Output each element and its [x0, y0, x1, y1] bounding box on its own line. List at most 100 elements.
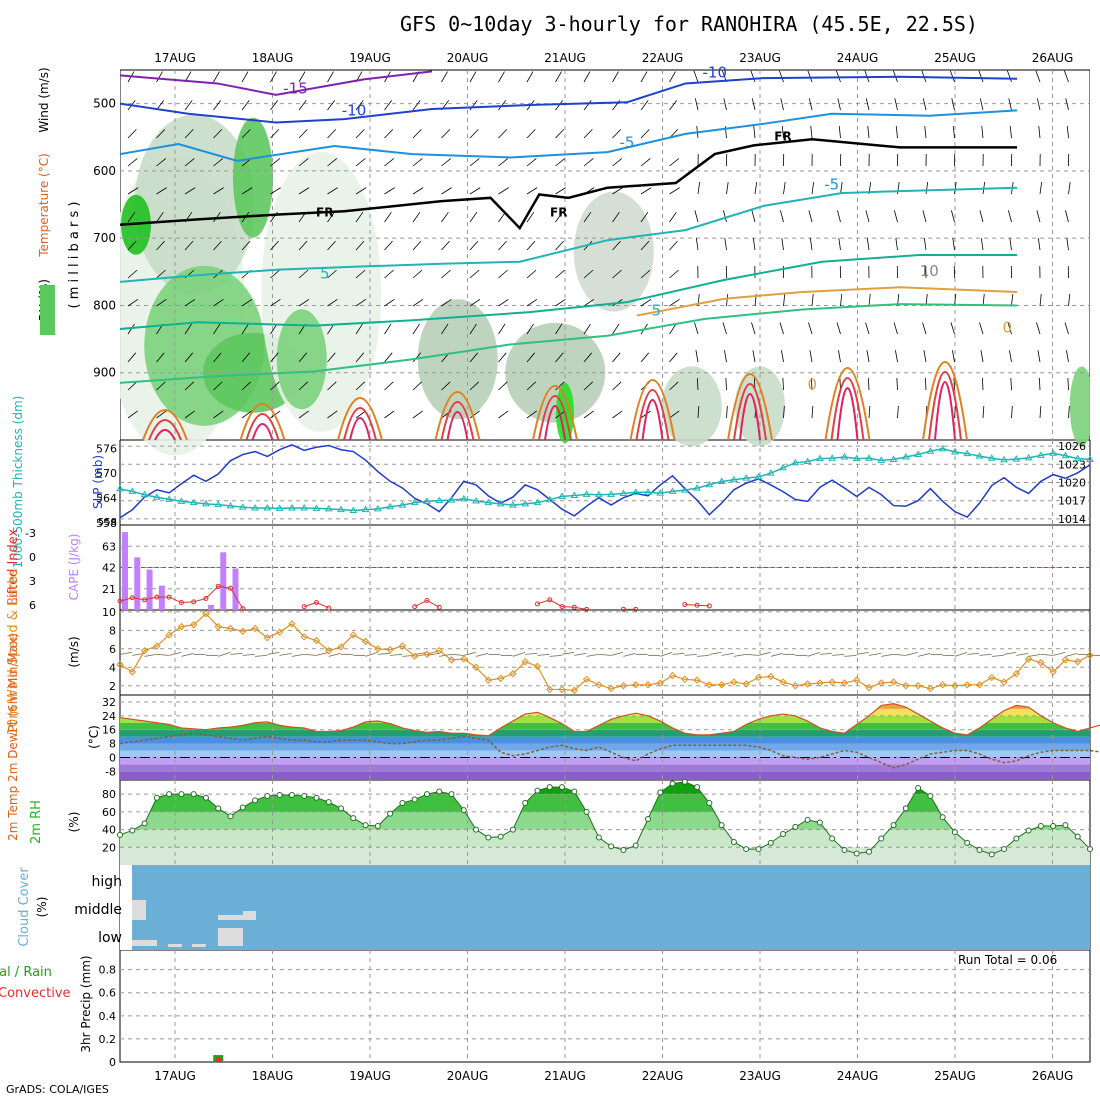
rh2m-point: [694, 784, 701, 791]
wind-barb: [922, 98, 927, 111]
precip-ylabel-conv: Convective: [0, 986, 71, 1001]
cape-tick-63: 63: [102, 540, 116, 553]
wind-barb: [612, 129, 622, 139]
warm-contour-loop: [544, 405, 566, 441]
wind-barb: [156, 158, 167, 167]
wind-barb: [640, 187, 652, 195]
wind-barb: [412, 240, 422, 251]
wind-barb: [469, 187, 481, 195]
precip-run-total: Run Total = 0.06: [958, 953, 1058, 967]
wind-barb: [751, 210, 756, 223]
cape-bar-3: [158, 585, 165, 610]
wind-barb: [441, 71, 448, 83]
wind-barb: [783, 406, 785, 419]
thickness-point: [766, 469, 775, 476]
warm-contour-loop: [830, 377, 865, 441]
rh2m-point: [141, 820, 148, 827]
rh-tick-40: 40: [102, 824, 116, 837]
x-tick-bottom-18AUG: 18AUG: [252, 1069, 294, 1083]
wind-barb: [723, 98, 727, 111]
wind-barb: [1009, 350, 1012, 363]
rh2m-point: [153, 794, 160, 801]
wind-barb: [241, 240, 251, 251]
li-point: [228, 585, 234, 591]
wind-barb: [270, 352, 279, 363]
wind10m-point: [386, 646, 394, 654]
thickness-point: [423, 497, 431, 504]
wind10m-barb: [549, 654, 562, 657]
cloud-patch-4: [218, 928, 243, 946]
thickness-point: [705, 480, 714, 488]
wind-barb: [526, 323, 534, 335]
wind-barb: [583, 269, 594, 279]
wind-barb: [469, 352, 479, 363]
wind-barb: [156, 269, 166, 279]
li-line: [537, 599, 587, 610]
wind-barb: [184, 381, 195, 391]
wind10m-point: [1037, 658, 1045, 667]
wind-barb: [669, 100, 678, 111]
wind-barb: [184, 158, 195, 167]
panel-frame-precip: [119, 949, 1091, 1063]
li-line: [304, 601, 329, 609]
wind10m-barb: [561, 651, 575, 655]
wind-barb: [355, 323, 363, 335]
li-point: [203, 595, 209, 601]
wind-barb: [384, 410, 395, 419]
wind-barb: [925, 182, 929, 195]
wind-barb: [127, 381, 138, 391]
precip-ylabel-total: tal / Rain: [0, 965, 52, 980]
wind-barb: [923, 238, 927, 251]
rh2m-point: [976, 846, 983, 853]
wind-barb: [782, 377, 784, 391]
wind-barb: [1007, 322, 1012, 335]
wind-barb: [526, 129, 536, 139]
wind10m-point: [496, 674, 505, 683]
rh2m-point: [878, 835, 885, 842]
rh2m-point: [374, 823, 381, 830]
precip-tick-0.8: 0.8: [99, 964, 117, 977]
thickness-point: [300, 504, 309, 511]
wind-barb: [498, 410, 509, 419]
wind10m-point: [607, 684, 615, 693]
dewpt-line: [119, 732, 1100, 769]
thickness-point: [1086, 455, 1094, 462]
thickness-point: [570, 491, 579, 499]
wind-barb: [355, 410, 366, 419]
wind10m-point: [754, 673, 763, 682]
wind10m-point: [128, 668, 136, 676]
wind10m-point: [239, 627, 247, 635]
wind-barb: [722, 322, 727, 335]
wind-barb: [583, 129, 593, 139]
wind-barb: [809, 350, 813, 363]
wind10m-point: [1012, 670, 1021, 678]
wind-barb: [156, 187, 167, 195]
wind-barb: [241, 187, 253, 195]
wind10m-point: [275, 628, 284, 636]
wind-barb: [127, 187, 139, 195]
wind-barb: [184, 410, 195, 419]
wind10m-point: [1000, 678, 1008, 686]
wind10m-point: [116, 660, 124, 669]
wind-barb: [555, 323, 563, 335]
rh2m-point: [387, 810, 394, 817]
wind-barb: [865, 98, 870, 111]
rh2m-point: [890, 822, 897, 829]
wind-barb: [751, 322, 756, 335]
wind10m-barb: [156, 653, 169, 656]
thickness-point: [619, 489, 628, 496]
isotherm-15-6: [119, 303, 1018, 384]
wind-barb: [184, 129, 194, 139]
rh2m-point: [865, 848, 872, 855]
li-point: [166, 594, 172, 600]
rh2m-point: [301, 792, 308, 799]
wind-barb: [555, 100, 564, 111]
cape-ylabel-cape: CAPE (J/kg): [67, 534, 81, 601]
wind-barb: [808, 322, 813, 335]
x-tick-bottom-17AUG: 17AUG: [154, 1069, 196, 1083]
wind-barb: [726, 182, 729, 195]
wind-barb: [498, 71, 505, 83]
rh2m-point: [951, 829, 958, 836]
wind-barb: [526, 381, 537, 391]
wind-barb: [1068, 294, 1071, 307]
